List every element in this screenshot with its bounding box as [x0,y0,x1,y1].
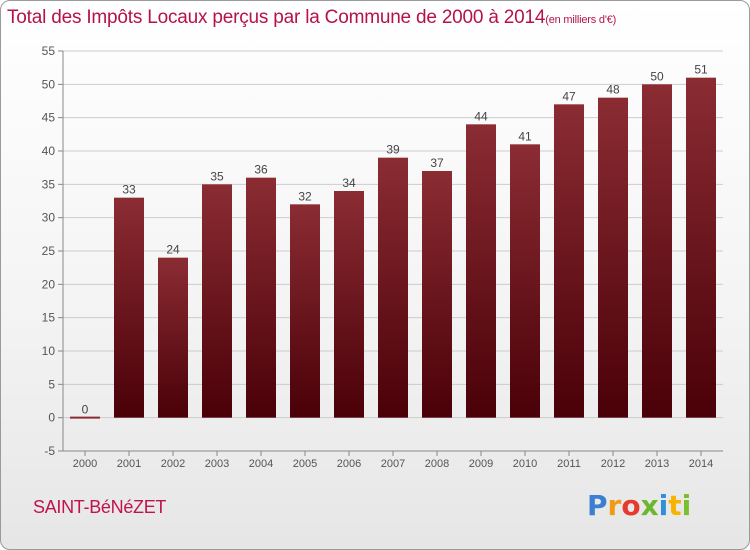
bar-value-label: 41 [518,129,532,143]
bar-value-label: 35 [210,169,224,183]
x-tick-label: 2003 [205,458,229,470]
bar-value-label: 44 [474,109,488,123]
x-tick-label: 2002 [161,458,185,470]
y-tick-label: 10 [42,344,56,358]
bar-value-label: 36 [254,163,268,177]
y-tick-label: 45 [42,111,56,125]
bar-value-label: 32 [298,189,312,203]
bar-value-label: 0 [82,403,89,417]
proxiti-logo: Proxiti [587,489,692,522]
x-tick-label: 2004 [249,458,273,470]
bar-value-label: 37 [430,156,444,170]
y-tick-label: 55 [42,44,56,58]
x-tick-label: 2008 [425,458,449,470]
y-tick-label: 20 [42,277,56,291]
bar [334,191,364,418]
chart-title: Total des Impôts Locaux perçus par la Co… [7,7,616,29]
bar-value-label: 50 [650,69,664,83]
x-tick-label: 2011 [557,458,581,470]
bar-value-label: 39 [386,143,400,157]
bar-value-label: 51 [694,63,708,77]
x-tick-label: 2009 [469,458,493,470]
y-tick-label: -5 [44,444,55,458]
y-tick-label: 40 [42,144,56,158]
bar-value-label: 48 [606,83,620,97]
x-tick-label: 2001 [117,458,141,470]
y-tick-label: 50 [42,77,56,91]
bar [686,77,716,418]
y-tick-label: 5 [48,377,55,391]
x-tick-label: 2010 [513,458,537,470]
x-tick-label: 2013 [645,458,669,470]
y-tick-label: 35 [42,177,56,191]
y-tick-label: 30 [42,211,56,225]
bar-value-label: 34 [342,176,356,190]
bar [290,204,320,418]
x-tick-label: 2000 [73,458,97,470]
x-tick-label: 2007 [381,458,405,470]
x-tick-label: 2006 [337,458,361,470]
x-tick-label: 2014 [689,458,713,470]
bar [466,124,496,418]
bar [202,184,232,418]
x-tick-label: 2012 [601,458,625,470]
bar [554,104,584,418]
chart-title-text: Total des Impôts Locaux perçus par la Co… [7,7,546,28]
bar [158,257,188,418]
chart-unit: (en milliers d'€) [545,14,617,26]
bar [598,97,628,418]
y-tick-label: 15 [42,311,56,325]
bar [114,197,144,418]
bar [378,157,408,418]
y-tick-label: 25 [42,244,56,258]
y-tick-label: 0 [48,411,55,425]
bar-value-label: 47 [562,89,576,103]
bar [510,144,540,418]
bar [246,177,276,418]
bar-value-label: 33 [122,183,136,197]
commune-name: SAINT-BéNéZET [33,497,167,517]
bar [422,171,452,418]
x-tick-label: 2005 [293,458,317,470]
bar [642,84,672,418]
bar-value-label: 24 [166,243,180,257]
